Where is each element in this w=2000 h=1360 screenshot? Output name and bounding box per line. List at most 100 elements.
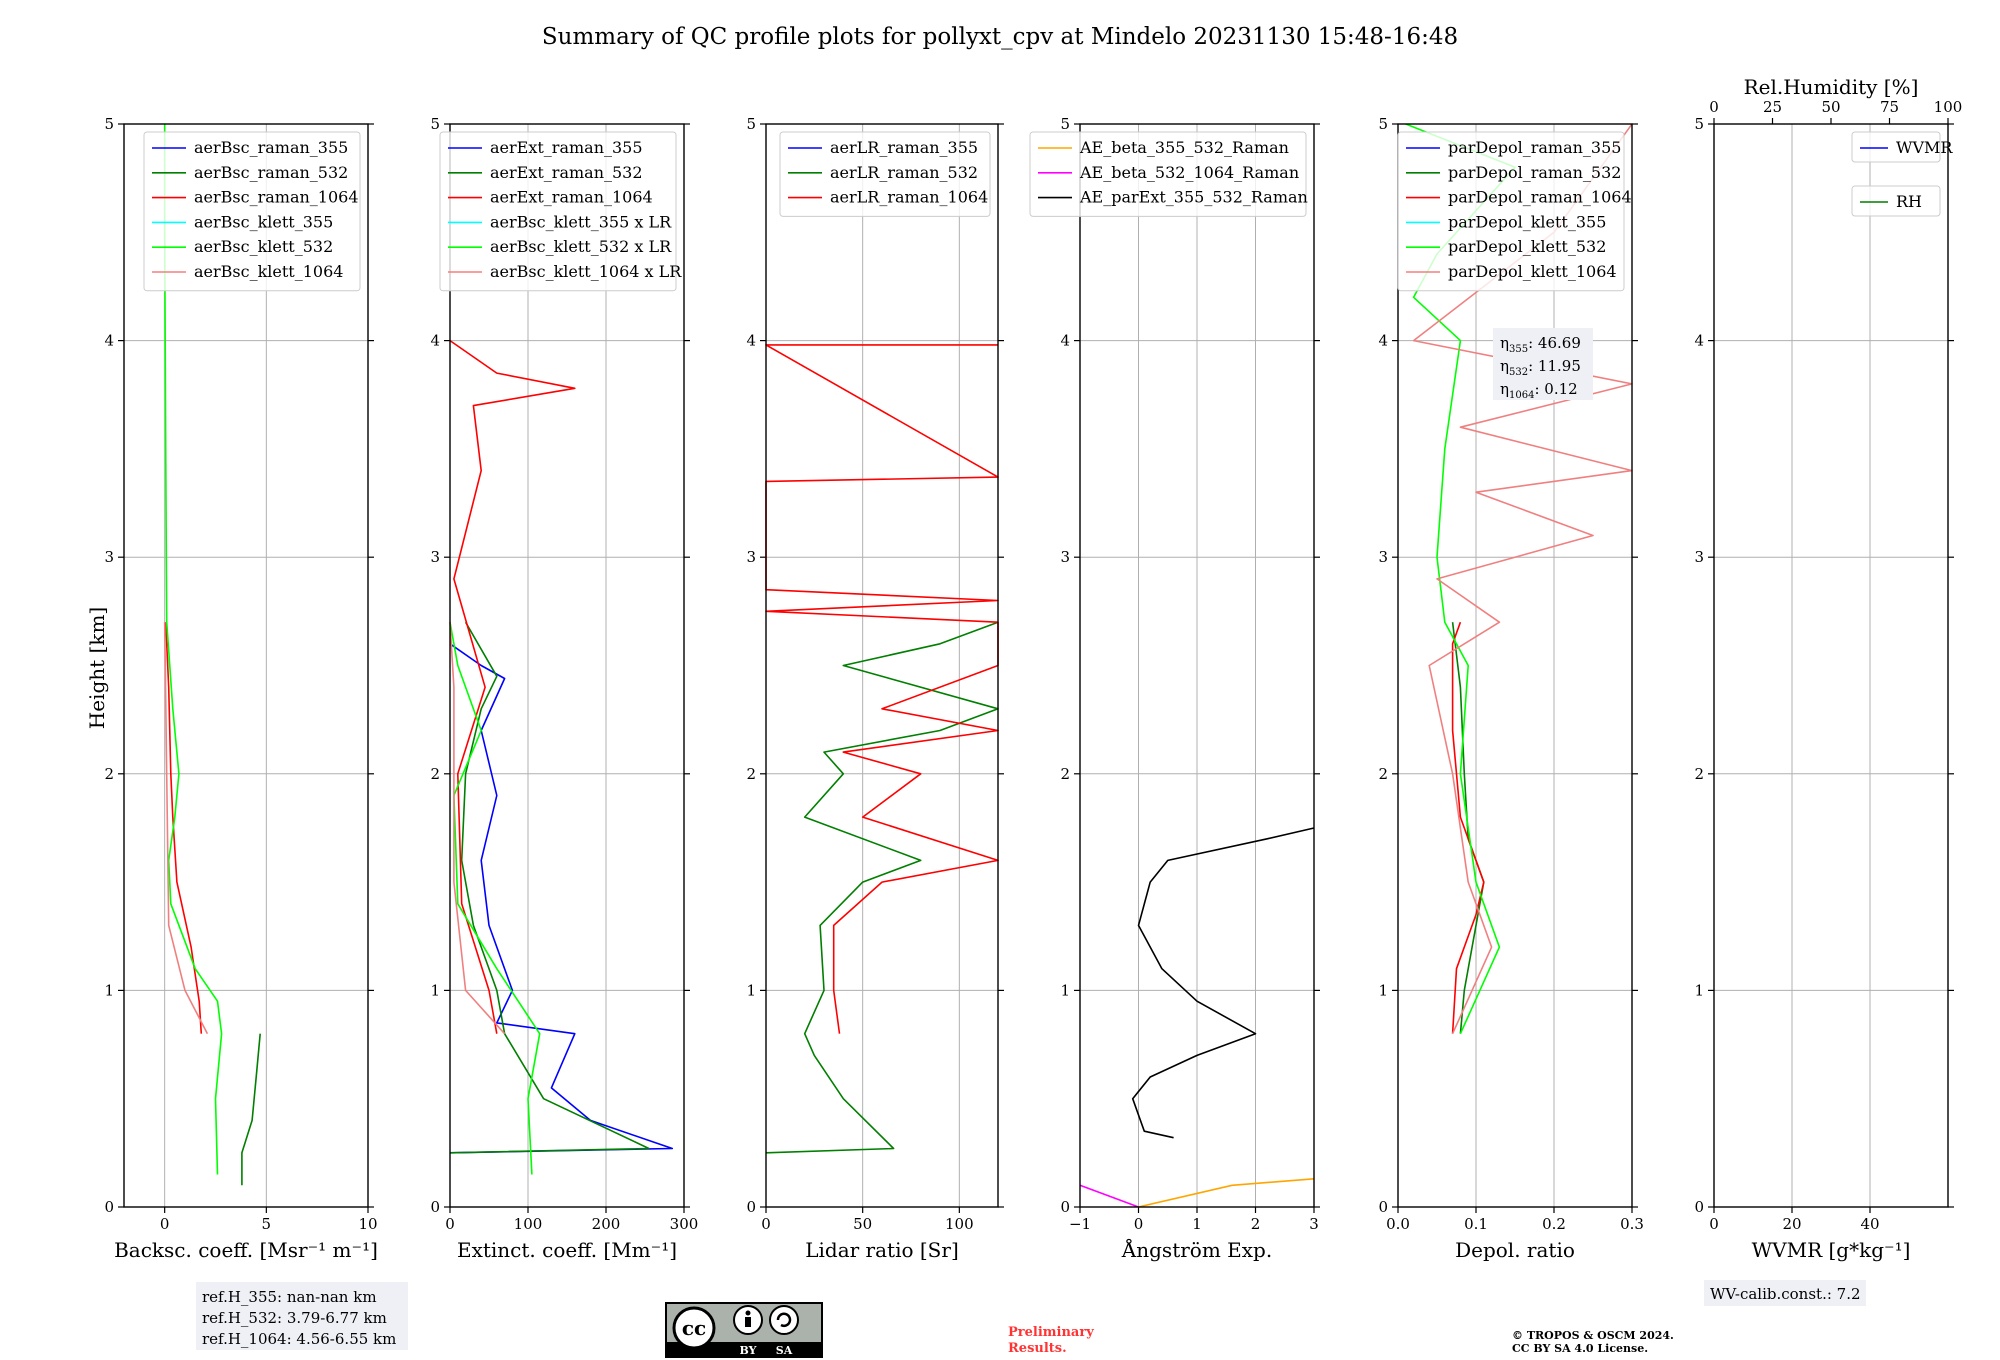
plot-frame (123, 123, 369, 1208)
x-tick-label: 20 (1782, 1215, 1801, 1233)
y-tick-label: 1 (746, 981, 756, 999)
x-tick-label: 300 (670, 1215, 699, 1233)
series-line-aerlr-raman-1064 (765, 344, 999, 1034)
y-tick-label: 3 (104, 548, 114, 566)
y-tick-label: 4 (1378, 332, 1388, 350)
x-tick-label: 5 (262, 1215, 272, 1233)
refh-line-532: ref.H_532: 3.79-6.77 km (202, 1309, 387, 1327)
legend-box (1851, 185, 1941, 217)
refh-annotation: ref.H_355: nan-nan km ref.H_532: 3.79-6.… (196, 1282, 408, 1350)
series-line-aerbsc-klett-1064-x-lr (449, 622, 506, 1035)
cc-license-badge: cc BY SA (665, 1302, 823, 1358)
x-tick-label: 0 (761, 1215, 771, 1233)
x-axis-label: Ångström Exp. (1121, 1237, 1272, 1262)
series-line-aerext-raman-355 (449, 643, 674, 1154)
sa-label: SA (776, 1344, 793, 1357)
y-tick-label: 1 (1060, 981, 1070, 999)
legend-label: aerBsc_raman_355 (194, 138, 348, 157)
top-x-axis-label: Rel.Humidity [%] (1744, 75, 1919, 99)
legend-label: aerBsc_raman_1064 (194, 188, 359, 207)
legend-label: parDepol_raman_532 (1448, 163, 1621, 182)
y-tick-label: 0 (746, 1198, 756, 1216)
legend-label: aerBsc_klett_532 (194, 237, 333, 256)
y-tick-label: 1 (1694, 981, 1704, 999)
top-x-tick-label: 50 (1821, 98, 1840, 116)
series-line-aerbsc-raman-1064 (164, 622, 203, 1034)
copyright-line1: © TROPOS & OSCM 2024. (1512, 1329, 1674, 1342)
y-tick-label: 3 (430, 548, 440, 566)
legend-label: aerBsc_raman_532 (194, 163, 348, 182)
x-axis-label: Extinct. coeff. [Mm⁻¹] (457, 1238, 677, 1262)
legend-label: aerBsc_klett_355 x LR (490, 212, 672, 231)
y-tick-label: 4 (1060, 332, 1070, 350)
series-line-pardepol-klett-1064 (1412, 123, 1633, 1035)
series-line-ae-beta-532-1064-raman (1079, 1184, 1139, 1208)
y-tick-label: 2 (1060, 765, 1070, 783)
y-tick-label: 5 (104, 115, 114, 133)
series-line-aerbsc-klett-532 (163, 124, 223, 1175)
x-tick-label: 0 (445, 1215, 455, 1233)
legend-label: aerLR_raman_1064 (830, 188, 988, 207)
y-tick-label: 0 (104, 1198, 114, 1216)
legend-label: aerExt_raman_532 (490, 163, 643, 182)
y-tick-label: 4 (746, 332, 756, 350)
series-line-aerext-raman-532 (449, 621, 650, 1154)
series-line-aerbsc-raman-532 (241, 1033, 261, 1186)
legend-box (1029, 131, 1307, 217)
legend-label: aerBsc_klett_1064 x LR (490, 262, 682, 281)
legend-label: AE_parExt_355_532_Raman (1079, 188, 1308, 207)
y-tick-label: 3 (746, 548, 756, 566)
series-line-aerbsc-klett-532-x-lr (449, 622, 541, 1175)
sa-share-icon (769, 1305, 799, 1335)
legend-label: aerBsc_klett_532 x LR (490, 237, 672, 256)
cc-logo-text: cc (682, 1316, 706, 1340)
y-tick-label: 0 (1694, 1198, 1704, 1216)
panel-extinction: 0 1 2 3 4 5 0 100 200 300 Extinct. coeff. [Mm⁻¹] ae… (430, 115, 698, 1262)
panel-depol: 0 1 2 3 4 5 0.0 0.1 0.2 0.3 Depol. ratio parDepol_r… (1378, 115, 1643, 1262)
x-tick-label: 200 (592, 1215, 621, 1233)
y-tick-label: 5 (1378, 115, 1388, 133)
legend-label: aerExt_raman_1064 (490, 188, 653, 207)
x-axis-label: Backsc. coeff. [Msr⁻¹ m⁻¹] (114, 1238, 378, 1262)
x-tick-label: 10 (358, 1215, 377, 1233)
legend-label: RH (1896, 192, 1922, 211)
x-tick-label: 100 (514, 1215, 543, 1233)
legend-box (1851, 131, 1941, 163)
x-axis-label: WVMR [g*kg⁻¹] (1752, 1238, 1911, 1262)
by-label: BY (740, 1344, 757, 1357)
y-tick-label: 5 (746, 115, 756, 133)
x-tick-label: 40 (1860, 1215, 1879, 1233)
x-tick-label: 0 (1134, 1215, 1144, 1233)
y-tick-label: 3 (1060, 548, 1070, 566)
y-tick-label: 1 (104, 981, 114, 999)
legend-box (1397, 131, 1625, 292)
eta-355: η355: 46.69 (1500, 334, 1581, 355)
plot-frame (449, 123, 685, 1208)
y-tick-label: 2 (430, 765, 440, 783)
legend-label: aerExt_raman_355 (490, 138, 643, 157)
y-tick-label: 2 (746, 765, 756, 783)
x-tick-label: 2 (1251, 1215, 1261, 1233)
legend-label: WVMR (1896, 138, 1953, 157)
eta-annotation: η355: 46.69 η532: 11.95 η1064: 0.12 (1493, 328, 1593, 401)
preliminary-line1: Preliminary (1008, 1325, 1094, 1340)
eta-532: η532: 11.95 (1500, 357, 1581, 378)
y-tick-label: 4 (104, 332, 114, 350)
x-tick-label: 0.1 (1464, 1215, 1488, 1233)
panel-backscatter: 0 1 2 3 4 5 0 5 10 Backsc. coeff. [Msr⁻¹ m⁻¹] aerB… (104, 115, 377, 1262)
x-tick-label: −1 (1069, 1215, 1091, 1233)
y-tick-label: 2 (1694, 765, 1704, 783)
y-tick-label: 1 (1378, 981, 1388, 999)
legend-box (143, 131, 361, 292)
legend-box (779, 131, 991, 217)
x-tick-label: 0.0 (1386, 1215, 1410, 1233)
y-tick-label: 0 (1060, 1198, 1070, 1216)
y-axis-label: Height [km] (85, 607, 109, 729)
y-tick-label: 5 (430, 115, 440, 133)
x-tick-label: 100 (945, 1215, 974, 1233)
x-tick-label: 50 (853, 1215, 872, 1233)
x-tick-label: 0 (1709, 1215, 1719, 1233)
